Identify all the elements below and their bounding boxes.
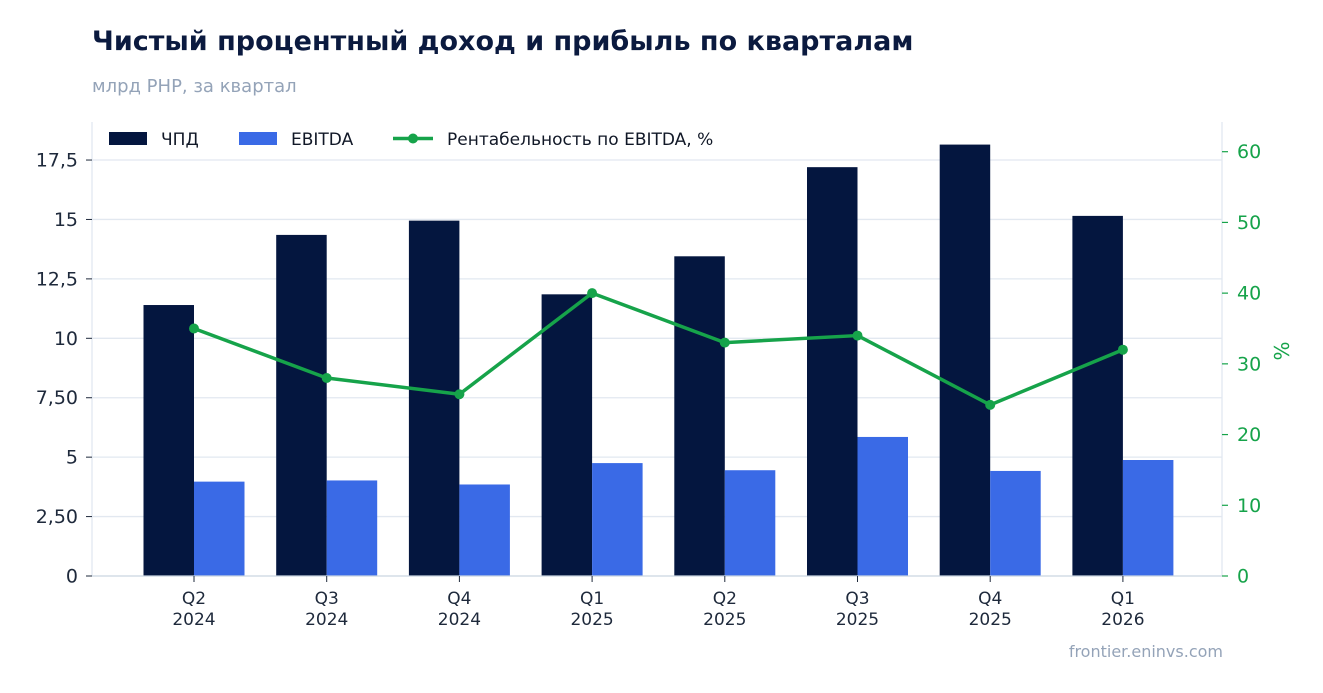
y-right-tick-label-6: 60 xyxy=(1237,141,1261,163)
margin-point-2 xyxy=(454,389,465,400)
bar-npd-7 xyxy=(1072,215,1123,576)
bar-npd-4 xyxy=(674,256,725,576)
chart-title: Чистый процентный доход и прибыль по ква… xyxy=(92,26,914,57)
y-left-tick-label-4: 10 xyxy=(54,328,78,350)
margin-series-line xyxy=(192,291,1125,407)
x-tick-label-quarter-1: Q3 xyxy=(315,589,339,609)
bar-npd-5 xyxy=(807,167,858,577)
y-right-tick-label-5: 50 xyxy=(1237,212,1261,234)
legend-label-margin: Рентабельность по EBITDA, % xyxy=(447,130,713,150)
bar-npd-6 xyxy=(939,144,991,576)
x-tick-label-quarter-3: Q1 xyxy=(580,589,604,609)
x-tick-label-year-6: 2025 xyxy=(969,610,1012,630)
bar-npd-3 xyxy=(541,294,593,576)
bar-npd-0 xyxy=(143,305,194,576)
y-right-tick-label-4: 40 xyxy=(1237,283,1261,305)
legend-swatch-npd xyxy=(109,132,147,145)
bar-npd-1 xyxy=(276,234,327,576)
chart-subtitle: млрд РНР, за квартал xyxy=(92,76,297,97)
x-tick-label-year-4: 2025 xyxy=(703,610,746,630)
x-tick-label-year-7: 2026 xyxy=(1101,610,1144,630)
x-tick-label-quarter-5: Q3 xyxy=(845,589,869,609)
bar-ebitda-6 xyxy=(990,470,1041,576)
y-left-tick-label-7: 17,5 xyxy=(36,150,78,172)
x-tick-label-year-5: 2025 xyxy=(836,610,879,630)
y-right-tick-label-3: 30 xyxy=(1237,353,1261,375)
source-watermark: frontier.eninvs.com xyxy=(1068,642,1223,661)
y-right-tick-label-0: 0 xyxy=(1237,566,1249,588)
axes: 02,5057,501012,51517,50102030405060%Q220… xyxy=(36,122,1294,630)
x-tick-label-quarter-6: Q4 xyxy=(978,589,1002,609)
margin-line xyxy=(189,288,1128,410)
bar-ebitda-5 xyxy=(857,436,908,576)
x-tick-label-quarter-0: Q2 xyxy=(182,589,206,609)
margin-point-3 xyxy=(587,288,598,299)
x-tick-label-quarter-2: Q4 xyxy=(447,589,471,609)
x-tick-label-year-0: 2024 xyxy=(172,610,215,630)
legend-label-ebitda: EBITDA xyxy=(291,130,354,150)
y-right-tick-label-1: 10 xyxy=(1237,495,1261,517)
bar-ebitda-2 xyxy=(459,484,510,576)
legend: ЧПД EBITDA Рентабельность по EBITDA, % xyxy=(109,130,713,150)
y-left-tick-label-0: 0 xyxy=(66,566,78,588)
margin-point-5 xyxy=(852,330,863,341)
y-left-tick-label-2: 5 xyxy=(66,447,78,469)
y-left-tick-label-1: 2,50 xyxy=(36,506,78,528)
margin-point-7 xyxy=(1117,344,1128,355)
margin-point-6 xyxy=(985,399,996,410)
legend-label-npd: ЧПД xyxy=(161,130,199,150)
bar-ebitda-7 xyxy=(1122,460,1174,576)
margin-point-1 xyxy=(321,372,332,383)
bar-npd-2 xyxy=(408,220,460,576)
bar-ebitda-1 xyxy=(326,480,378,576)
grid-lines xyxy=(92,159,1222,518)
bars xyxy=(143,144,1174,577)
y-right-tick-label-2: 20 xyxy=(1237,424,1261,446)
bar-ebitda-0 xyxy=(194,481,245,576)
bar-ebitda-4 xyxy=(724,470,776,576)
y-left-tick-label-3: 7,50 xyxy=(36,387,78,409)
y-right-axis-label: % xyxy=(1270,341,1294,360)
legend-swatch-margin-marker xyxy=(408,133,418,144)
y-left-tick-label-5: 12,5 xyxy=(36,268,78,290)
x-tick-label-year-2: 2024 xyxy=(438,610,481,630)
x-tick-label-quarter-7: Q1 xyxy=(1111,589,1135,609)
legend-swatch-ebitda xyxy=(239,132,277,145)
x-tick-label-quarter-4: Q2 xyxy=(713,589,737,609)
y-left-tick-label-6: 15 xyxy=(54,209,78,231)
x-tick-label-year-3: 2025 xyxy=(570,610,613,630)
x-tick-label-year-1: 2024 xyxy=(305,610,348,630)
margin-point-0 xyxy=(189,323,199,334)
margin-point-4 xyxy=(719,337,730,348)
bar-ebitda-3 xyxy=(592,463,643,576)
